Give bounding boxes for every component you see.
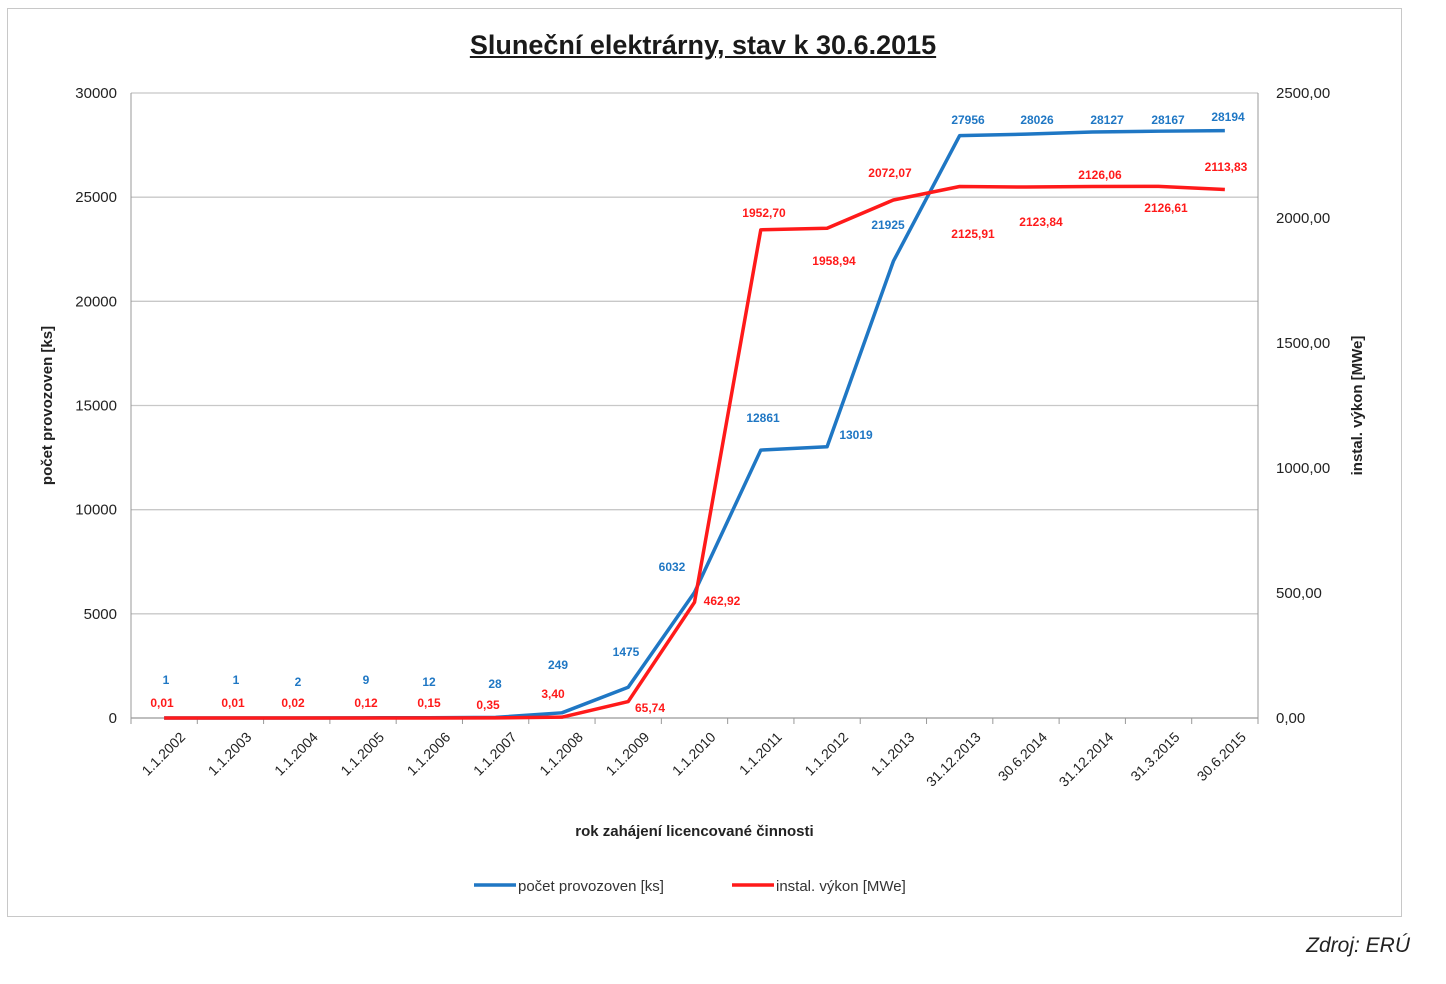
x-tick-label: 30.6.2015 <box>1194 729 1250 785</box>
y-tick-label: 10000 <box>75 502 117 519</box>
x-tick-label: 1.1.2004 <box>271 729 321 779</box>
data-label: 462,92 <box>704 594 741 608</box>
data-label: 2072,07 <box>868 166 912 180</box>
y-tick-label: 25000 <box>75 189 117 206</box>
data-label: 0,02 <box>281 696 305 710</box>
x-axis-title: rok zahájení licencované činnosti <box>575 823 813 840</box>
y-tick-label: 15000 <box>75 398 117 415</box>
x-tick-label: 1.1.2012 <box>801 729 851 779</box>
y-tick-label: 30000 <box>75 85 117 102</box>
x-tick-label: 1.1.2005 <box>337 729 387 779</box>
y2-axis-title: instal. výkon [MWe] <box>1349 336 1366 476</box>
data-label: 0,15 <box>417 696 441 710</box>
data-label: 28194 <box>1211 110 1245 124</box>
data-label: 13019 <box>839 428 873 442</box>
data-label: 1958,94 <box>812 254 856 268</box>
data-label: 2123,84 <box>1019 215 1063 229</box>
series-line-count <box>164 128 1225 720</box>
x-tick-label: 31.12.2013 <box>923 729 984 790</box>
data-label: 2 <box>295 675 302 689</box>
data-label: 28167 <box>1151 113 1185 127</box>
y-tick-label: 0 <box>109 710 117 727</box>
x-tick-label: 31.12.2014 <box>1056 729 1117 790</box>
chart-title: Sluneční elektrárny, stav k 30.6.2015 <box>469 30 937 60</box>
data-label: 3,40 <box>541 687 565 701</box>
data-label: 0,01 <box>221 696 245 710</box>
x-tick-label: 1.1.2010 <box>669 729 719 779</box>
x-tick-label: 1.1.2008 <box>536 729 586 779</box>
y2-tick-label: 1500,00 <box>1276 335 1330 352</box>
series-line-power <box>164 184 1225 720</box>
y2-tick-label: 2500,00 <box>1276 85 1330 102</box>
y2-tick-label: 1000,00 <box>1276 460 1330 477</box>
x-tick-label: 31.3.2015 <box>1127 729 1183 785</box>
x-tick-label: 30.6.2014 <box>995 729 1051 785</box>
chart-frame <box>7 8 1402 917</box>
data-label: 1 <box>163 673 170 687</box>
data-label: 21925 <box>871 218 905 232</box>
x-tick-label: 1.1.2009 <box>602 729 652 779</box>
data-label: 0,35 <box>476 698 500 712</box>
legend-label: instal. výkon [MWe] <box>776 878 906 895</box>
data-label: 1475 <box>613 645 640 659</box>
x-tick-label: 1.1.2007 <box>470 729 520 779</box>
y2-tick-label: 500,00 <box>1276 585 1322 602</box>
data-label: 2126,06 <box>1078 168 1122 182</box>
data-label: 2126,61 <box>1144 201 1188 215</box>
y-tick-label: 5000 <box>84 606 117 623</box>
y-axis-title: počet provozoven [ks] <box>39 326 56 485</box>
data-label: 28127 <box>1090 113 1124 127</box>
data-label: 6032 <box>659 560 686 574</box>
data-label: 1 <box>233 673 240 687</box>
source-note: Zdroj: ERÚ <box>1306 934 1410 957</box>
y-tick-label: 20000 <box>75 293 117 310</box>
data-label: 27956 <box>951 113 985 127</box>
data-label: 9 <box>363 673 370 687</box>
x-tick-label: 1.1.2003 <box>205 729 255 779</box>
x-tick-label: 1.1.2002 <box>138 729 188 779</box>
x-tick-label: 1.1.2011 <box>736 729 785 778</box>
data-label: 0,12 <box>354 696 378 710</box>
data-label: 2113,83 <box>1205 160 1248 174</box>
data-label: 12861 <box>746 411 780 425</box>
data-label: 249 <box>548 658 568 672</box>
data-label: 0,01 <box>150 696 174 710</box>
x-tick-label: 1.1.2013 <box>868 729 918 779</box>
data-label: 28 <box>488 677 502 691</box>
legend-label: počet provozoven [ks] <box>518 878 664 895</box>
data-label: 12 <box>422 675 436 689</box>
data-label: 65,74 <box>635 701 665 715</box>
y2-tick-label: 2000,00 <box>1276 210 1330 227</box>
data-label: 2125,91 <box>951 227 995 241</box>
data-label: 28026 <box>1020 113 1054 127</box>
x-tick-label: 1.1.2006 <box>404 729 454 779</box>
y2-tick-label: 0,00 <box>1276 710 1305 727</box>
data-label: 1952,70 <box>742 206 786 220</box>
